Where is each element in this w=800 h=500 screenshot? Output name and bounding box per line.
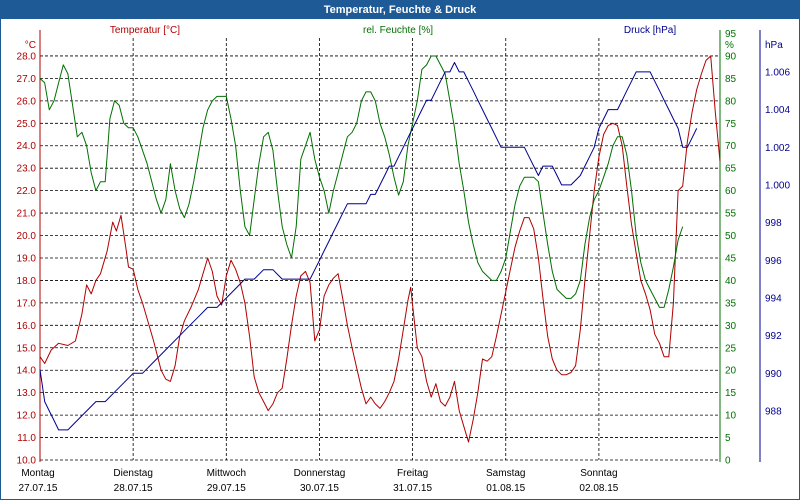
temperature-tick-label: 27.0	[17, 74, 37, 85]
humidity-tick-label: 35	[725, 298, 737, 309]
humidity-tick-label: 70	[725, 141, 737, 152]
temperature-tick-label: 13.0	[17, 388, 37, 399]
temperature-series-label: Temperatur [°C]	[110, 25, 180, 36]
temperature-series-line	[40, 56, 720, 442]
axes	[40, 30, 760, 462]
humidity-unit-label: %	[725, 40, 734, 51]
humidity-tick-label: 55	[725, 209, 737, 220]
x-tick-day-label: Montag	[21, 468, 54, 479]
pressure-series-label: Druck [hPa]	[624, 25, 676, 36]
temperature-tick-label: 16.0	[17, 321, 37, 332]
x-tick-date-label: 27.07.15	[19, 483, 58, 494]
x-tick-day-label: Samstag	[486, 468, 525, 479]
humidity-tick-label: 85	[725, 74, 737, 85]
temperature-tick-label: 20.0	[17, 231, 37, 242]
pressure-series-line	[40, 63, 697, 430]
pressure-tick-label: 1.004	[765, 105, 790, 116]
temperature-tick-label: 26.0	[17, 96, 37, 107]
humidity-tick-label: 50	[725, 231, 737, 242]
temperature-tick-label: 19.0	[17, 253, 37, 264]
pressure-unit-label: hPa	[765, 40, 783, 51]
pressure-tick-label: 988	[765, 407, 782, 418]
temperature-tick-label: 10.0	[17, 456, 37, 467]
humidity-tick-label: 75	[725, 119, 737, 130]
temperature-tick-label: 21.0	[17, 209, 37, 220]
x-tick-date-label: 31.07.15	[393, 483, 432, 494]
pressure-tick-label: 1.006	[765, 67, 790, 78]
x-tick-day-label: Dienstag	[113, 468, 152, 479]
pressure-tick-label: 994	[765, 293, 782, 304]
temperature-tick-label: 11.0	[17, 433, 36, 444]
x-tick-date-label: 30.07.15	[300, 483, 339, 494]
humidity-tick-label: 95	[725, 29, 737, 40]
temperature-tick-label: 25.0	[17, 119, 37, 130]
humidity-tick-label: 15	[725, 388, 737, 399]
temperature-tick-label: 17.0	[17, 298, 37, 309]
x-tick-date-label: 28.07.15	[114, 483, 153, 494]
grid	[40, 38, 720, 460]
pressure-tick-label: 996	[765, 256, 782, 267]
x-tick-date-label: 29.07.15	[207, 483, 246, 494]
pressure-tick-label: 992	[765, 331, 782, 342]
x-tick-day-label: Sonntag	[580, 468, 617, 479]
pressure-tick-label: 990	[765, 369, 782, 380]
temperature-unit-label: °C	[25, 40, 36, 51]
x-tick-day-label: Mittwoch	[207, 468, 246, 479]
humidity-series-label: rel. Feuchte [%]	[363, 25, 433, 36]
humidity-tick-label: 45	[725, 253, 737, 264]
humidity-tick-label: 80	[725, 96, 737, 107]
series-lines	[40, 56, 720, 442]
pressure-tick-label: 1.002	[765, 143, 790, 154]
pressure-tick-label: 998	[765, 218, 782, 229]
humidity-tick-label: 40	[725, 276, 737, 287]
humidity-tick-label: 10	[725, 411, 737, 422]
temperature-tick-label: 12.0	[17, 411, 37, 422]
humidity-tick-label: 0	[725, 456, 731, 467]
temperature-tick-label: 23.0	[17, 164, 37, 175]
temperature-tick-label: 14.0	[17, 366, 37, 377]
temperature-tick-label: 22.0	[17, 186, 37, 197]
temperature-tick-label: 15.0	[17, 343, 37, 354]
humidity-tick-label: 5	[725, 433, 731, 444]
x-tick-day-label: Freitag	[397, 468, 428, 479]
humidity-tick-label: 25	[725, 343, 737, 354]
humidity-tick-label: 90	[725, 51, 737, 62]
humidity-tick-label: 30	[725, 321, 737, 332]
pressure-tick-label: 1.000	[765, 180, 790, 191]
humidity-tick-label: 60	[725, 186, 737, 197]
humidity-tick-label: 65	[725, 164, 737, 175]
temperature-tick-label: 28.0	[17, 51, 37, 62]
temperature-tick-label: 18.0	[17, 276, 37, 287]
x-tick-date-label: 02.08.15	[579, 483, 618, 494]
x-tick-date-label: 01.08.15	[486, 483, 525, 494]
temperature-tick-label: 24.0	[17, 141, 37, 152]
humidity-tick-label: 20	[725, 366, 737, 377]
x-tick-day-label: Donnerstag	[294, 468, 346, 479]
